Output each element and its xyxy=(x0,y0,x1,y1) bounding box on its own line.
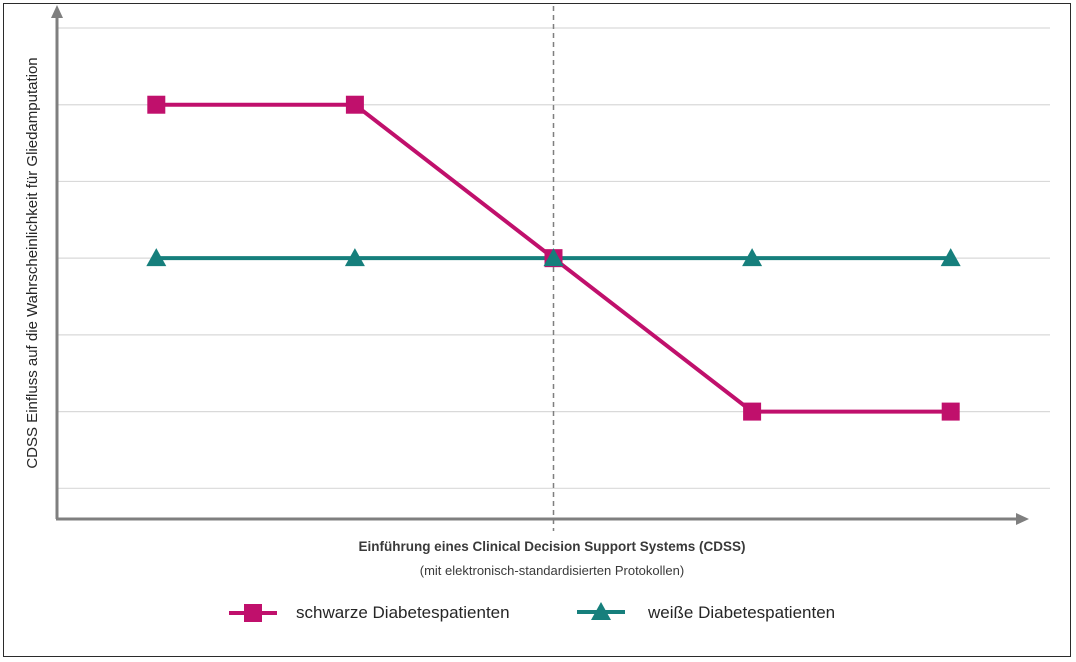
series-0-point-0 xyxy=(147,95,166,114)
x-axis-arrow-icon xyxy=(1016,513,1029,525)
x-axis-label: Einführung eines Clinical Decision Suppo… xyxy=(358,539,746,554)
x-axis-sublabel: (mit elektronisch-standardisierten Proto… xyxy=(419,563,685,578)
series-0-point-3 xyxy=(743,402,762,421)
series-1-point-3 xyxy=(742,248,763,267)
legend-label-white-patients: weiße Diabetespatienten xyxy=(648,603,836,622)
series-1-point-1 xyxy=(344,248,365,267)
series-0-point-1 xyxy=(345,95,364,114)
y-axis-arrow-icon xyxy=(51,5,63,18)
y-axis-label: CDSS Einfluss auf die Wahrscheinlichkeit… xyxy=(24,57,41,469)
legend-triangle-icon xyxy=(591,602,611,620)
chart-frame xyxy=(3,3,1071,657)
legend-label-black-patients: schwarze Diabetespatienten xyxy=(296,603,510,622)
series-0-point-4 xyxy=(941,402,960,421)
legend-square-icon xyxy=(244,604,262,622)
series-1-point-0 xyxy=(146,248,167,267)
series-1-point-2 xyxy=(543,248,564,267)
series-1-point-4 xyxy=(940,248,961,267)
